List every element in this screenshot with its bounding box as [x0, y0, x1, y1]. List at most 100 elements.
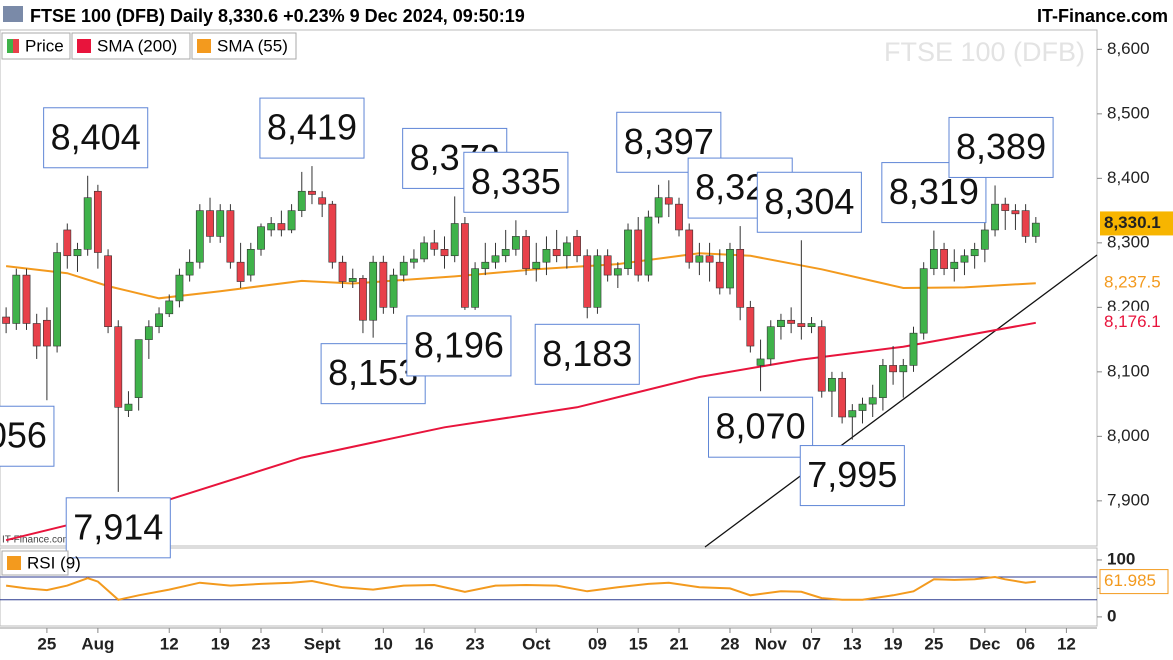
candle-body: [542, 249, 551, 263]
end-label-box: [1100, 310, 1173, 335]
annotation-label: 8,070: [716, 406, 806, 447]
annotation: 8,183: [534, 323, 640, 385]
candle-body: [93, 190, 102, 253]
candle-body: [848, 410, 857, 418]
end-label: 8,176.1: [1104, 312, 1161, 331]
legend-icon: [77, 39, 91, 53]
candle-body: [297, 190, 306, 211]
candle-body: [562, 242, 571, 257]
candle-body: [134, 339, 143, 398]
candle-body: [246, 249, 255, 276]
end-label: 8,237.5: [1104, 273, 1161, 292]
annotation-box: [948, 116, 1054, 178]
x-tick-label: 10: [374, 634, 393, 653]
chart-title: FTSE 100 (DFB) Daily 8,330.6 +0.23% 9 De…: [30, 6, 525, 26]
candle-body: [2, 316, 11, 324]
candle-body: [471, 268, 479, 308]
x-tick-label: 28: [721, 634, 740, 653]
candle-body: [705, 255, 714, 263]
candle-body: [766, 326, 775, 360]
watermark: FTSE 100 (DFB): [884, 37, 1085, 67]
candle-body: [491, 255, 500, 263]
x-tick-label: 12: [1057, 634, 1076, 653]
annotation: 8,304: [756, 171, 862, 233]
x-tick-label: 23: [252, 634, 271, 653]
candle-body: [929, 249, 938, 269]
x-tick-label: 09: [588, 634, 607, 653]
candle-body: [726, 249, 734, 289]
x-tick-label: 23: [466, 634, 485, 653]
candle-body: [899, 365, 908, 373]
candle-body: [573, 236, 581, 257]
candle-body: [777, 319, 785, 327]
annotation: 7,914: [65, 497, 171, 559]
annotation-label: 8,196: [414, 324, 504, 365]
x-tick-label: 19: [211, 634, 230, 653]
candle-body: [970, 249, 979, 257]
candle-body: [379, 261, 388, 308]
x-tick-label: 21: [670, 634, 689, 653]
candle-body: [950, 261, 959, 269]
candle-body: [369, 261, 378, 321]
legend-icon: [7, 556, 21, 570]
annotation: 8,070: [708, 396, 814, 458]
candle-body: [1031, 222, 1040, 237]
annotation: 7,995: [799, 445, 905, 507]
candle-body: [634, 229, 643, 276]
candle-body: [144, 326, 153, 340]
candle-body: [624, 229, 632, 269]
candle-body: [175, 274, 184, 302]
x-tick-label: 07: [802, 634, 821, 653]
y-tick-label: 8,500: [1107, 103, 1150, 122]
legend-icon: [197, 39, 211, 53]
rsi-tick-label: 100: [1107, 549, 1135, 568]
candle-body: [552, 249, 561, 257]
sma-line: [5, 252, 1036, 300]
legend-label: RSI (9): [27, 553, 81, 572]
candle-body: [185, 261, 194, 276]
candle-body: [257, 226, 265, 250]
candle-body: [664, 197, 673, 205]
x-tick-label: 06: [1016, 634, 1035, 653]
annotation-box: [756, 171, 862, 233]
candle-body: [155, 313, 163, 327]
x-tick-label: 15: [629, 634, 648, 653]
candle-body: [206, 210, 214, 237]
sma-line: [5, 321, 1036, 542]
annotation: 8,389: [948, 116, 1054, 178]
price-label: 8,330.1: [1104, 213, 1161, 232]
x-tick-label: 16: [415, 634, 434, 653]
rsi-end-box: [1099, 569, 1169, 595]
candle-body: [420, 242, 429, 260]
candle-body: [104, 255, 112, 327]
candle-body: [195, 210, 204, 263]
annotation-label: 8,419: [267, 107, 357, 148]
candle-body: [1021, 210, 1030, 237]
annotation-label: 8,404: [51, 116, 141, 157]
candle-body: [919, 268, 928, 334]
candle-body: [522, 236, 530, 269]
annotation-label: 8,397: [624, 121, 714, 162]
y-tick-label: 8,100: [1107, 361, 1150, 380]
rsi-tick-label: 0: [1107, 606, 1116, 625]
annotation-box: [534, 323, 640, 385]
candle-body: [868, 397, 877, 405]
annotation-box: [43, 107, 149, 169]
candle-body: [318, 197, 327, 205]
y-tick-label: 8,000: [1107, 426, 1150, 445]
candle-body: [879, 365, 887, 398]
annotation: 8,419: [259, 97, 365, 159]
annotation-box: [406, 315, 512, 377]
candle-body: [787, 319, 796, 324]
candle-body: [817, 326, 826, 392]
candle-body: [83, 197, 92, 250]
candle-body: [359, 278, 367, 321]
x-tick-label: 12: [160, 634, 179, 653]
candle-body: [114, 326, 123, 408]
candle-body: [216, 210, 225, 237]
rsi-end-label: 61.985: [1104, 571, 1156, 590]
candle-body: [909, 332, 918, 366]
legend-label: SMA (200): [97, 36, 177, 55]
candle-body: [715, 261, 724, 289]
annotation-label: 7,914: [73, 506, 163, 547]
